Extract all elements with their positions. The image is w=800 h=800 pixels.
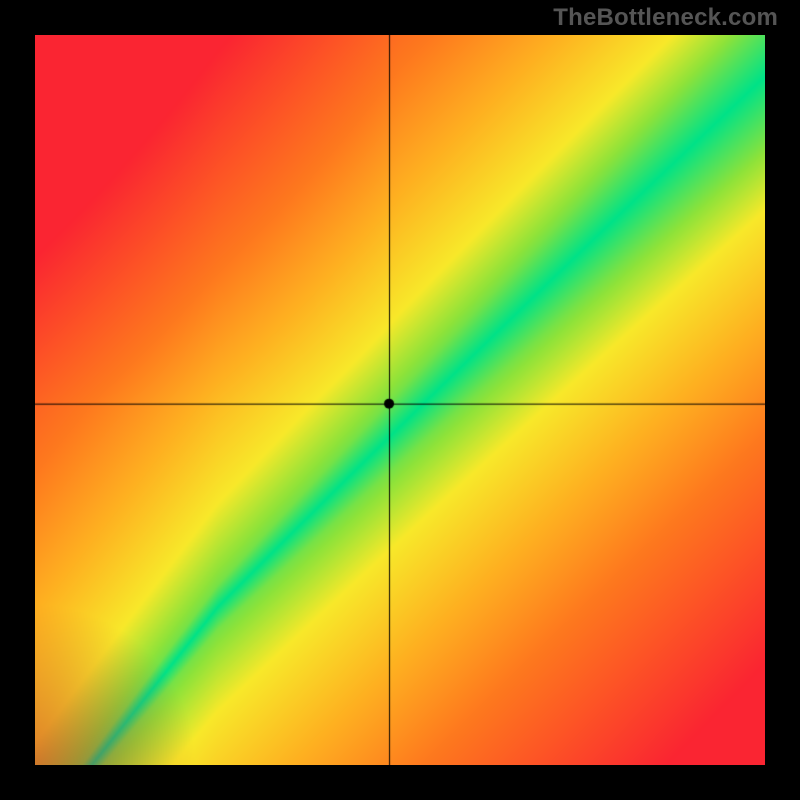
plot-area [35,35,765,765]
watermark-text: TheBottleneck.com [553,4,778,32]
chart-frame: TheBottleneck.com [0,0,800,800]
heatmap-canvas [35,35,765,765]
